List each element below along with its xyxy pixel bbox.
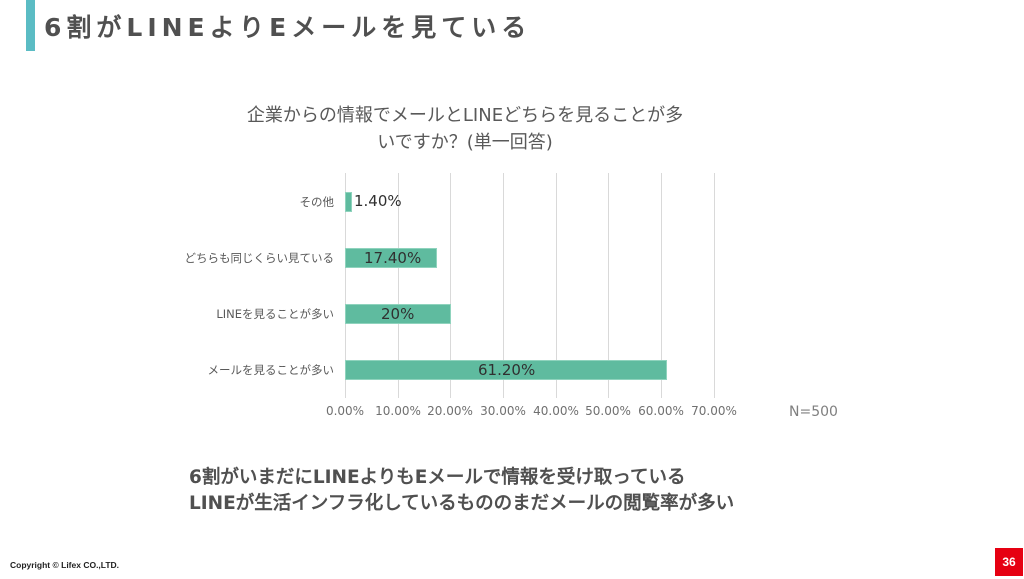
x-tick: 50.00%: [585, 404, 631, 418]
summary-text: 6割がいまだにLINEよりもEメールで情報を受け取っている LINEが生活インフ…: [189, 465, 734, 517]
gridline: [398, 173, 399, 398]
gridline: [450, 173, 451, 398]
bar-other: [345, 192, 352, 212]
gridline: [714, 173, 715, 398]
x-tick: 0.00%: [325, 404, 365, 418]
x-tick: 70.00%: [691, 404, 737, 418]
gridline: [503, 173, 504, 398]
page-number-badge: 36: [995, 548, 1023, 576]
gridline: [661, 173, 662, 398]
x-tick: 40.00%: [533, 404, 579, 418]
title-accent-bar: [26, 0, 35, 51]
x-tick: 20.00%: [427, 404, 473, 418]
bar-line: [345, 304, 451, 324]
category-label: どちらも同じくらい見ている: [184, 251, 335, 265]
chart-title-line-2: いですか？(単一回答): [377, 132, 553, 153]
value-label: 20%: [381, 305, 415, 323]
category-label: その他: [299, 195, 335, 209]
gridline: [345, 173, 346, 398]
gridline: [608, 173, 609, 398]
summary-line-2: LINEが生活インフラ化しているもののまだメールの閲覧率が多い: [189, 493, 735, 514]
chart-title-line-1: 企業からの情報でメールとLINEどちらを見ることが多: [246, 105, 684, 126]
category-label: メールを見ることが多い: [207, 363, 335, 377]
chart-title: 企業からの情報でメールとLINEどちらを見ることが多 いですか？(単一回答): [230, 102, 700, 156]
value-label: 17.40%: [364, 249, 422, 267]
category-label: LINEを見ることが多い: [216, 307, 334, 321]
sample-size-label: N=500: [789, 404, 838, 420]
value-label: 1.40%: [354, 192, 402, 210]
gridline: [556, 173, 557, 398]
x-tick: 30.00%: [480, 404, 526, 418]
value-label: 61.20%: [478, 361, 536, 379]
copyright: Copyright © Lifex CO.,LTD.: [10, 560, 120, 570]
bar-email: [345, 360, 667, 380]
x-tick: 60.00%: [638, 404, 684, 418]
slide-title: 6割がLINEよりEメールを見ている: [44, 13, 532, 42]
summary-line-1: 6割がいまだにLINEよりもEメールで情報を受け取っている: [189, 467, 686, 488]
bar-both: [345, 248, 437, 268]
x-tick: 10.00%: [375, 404, 421, 418]
